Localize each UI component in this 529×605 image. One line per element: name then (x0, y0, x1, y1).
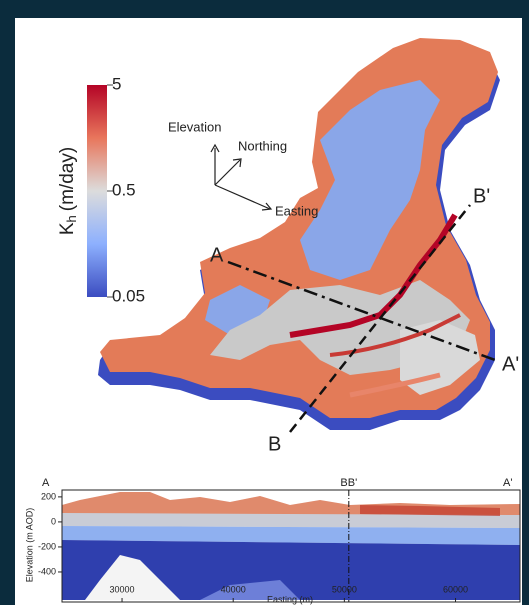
colorbar-tick-label: 0.5 (112, 180, 136, 199)
colorbar-tick-label: 0.05 (112, 286, 145, 305)
section-line-a (227, 260, 496, 362)
compass-east: Easting (275, 203, 318, 218)
label-a: A (210, 244, 224, 266)
x-tick-label: 60000 (443, 584, 468, 594)
y-tick-label: -400 (38, 566, 56, 576)
y-tick-label: 200 (41, 491, 56, 501)
xs-end-label: A' (503, 477, 512, 489)
y-tick-label: 0 (51, 516, 56, 526)
model-3d (98, 38, 500, 430)
colorbar-tick-label: 5 (112, 74, 121, 93)
label-b: B (268, 433, 281, 455)
colorbar-label: Kh (m/day) (57, 147, 79, 235)
compass-up: Elevation (168, 119, 221, 134)
compass-north: Northing (238, 138, 287, 153)
section-line-b (289, 204, 471, 433)
x-axis-label: Easting (m) (267, 594, 313, 604)
y-tick-label: -200 (38, 541, 56, 551)
crossing-label: BB' (340, 477, 357, 489)
colorbar-symbol: K (57, 222, 78, 235)
colorbar (87, 85, 107, 297)
xs-start-label: A (42, 477, 50, 489)
plot-frame (61, 489, 521, 603)
label-b-end: B' (473, 185, 490, 207)
label-a-end: A' (502, 353, 519, 375)
x-tick-label: 50000 (332, 584, 357, 594)
compass (210, 143, 273, 211)
colorbar-subscript: h (64, 215, 79, 222)
colorbar-unit: (m/day) (57, 147, 78, 211)
cross-section (61, 489, 521, 603)
y-axis-label: Elevation (m AOD) (24, 508, 34, 583)
x-tick-label: 30000 (110, 584, 135, 594)
x-tick-label: 40000 (221, 584, 246, 594)
